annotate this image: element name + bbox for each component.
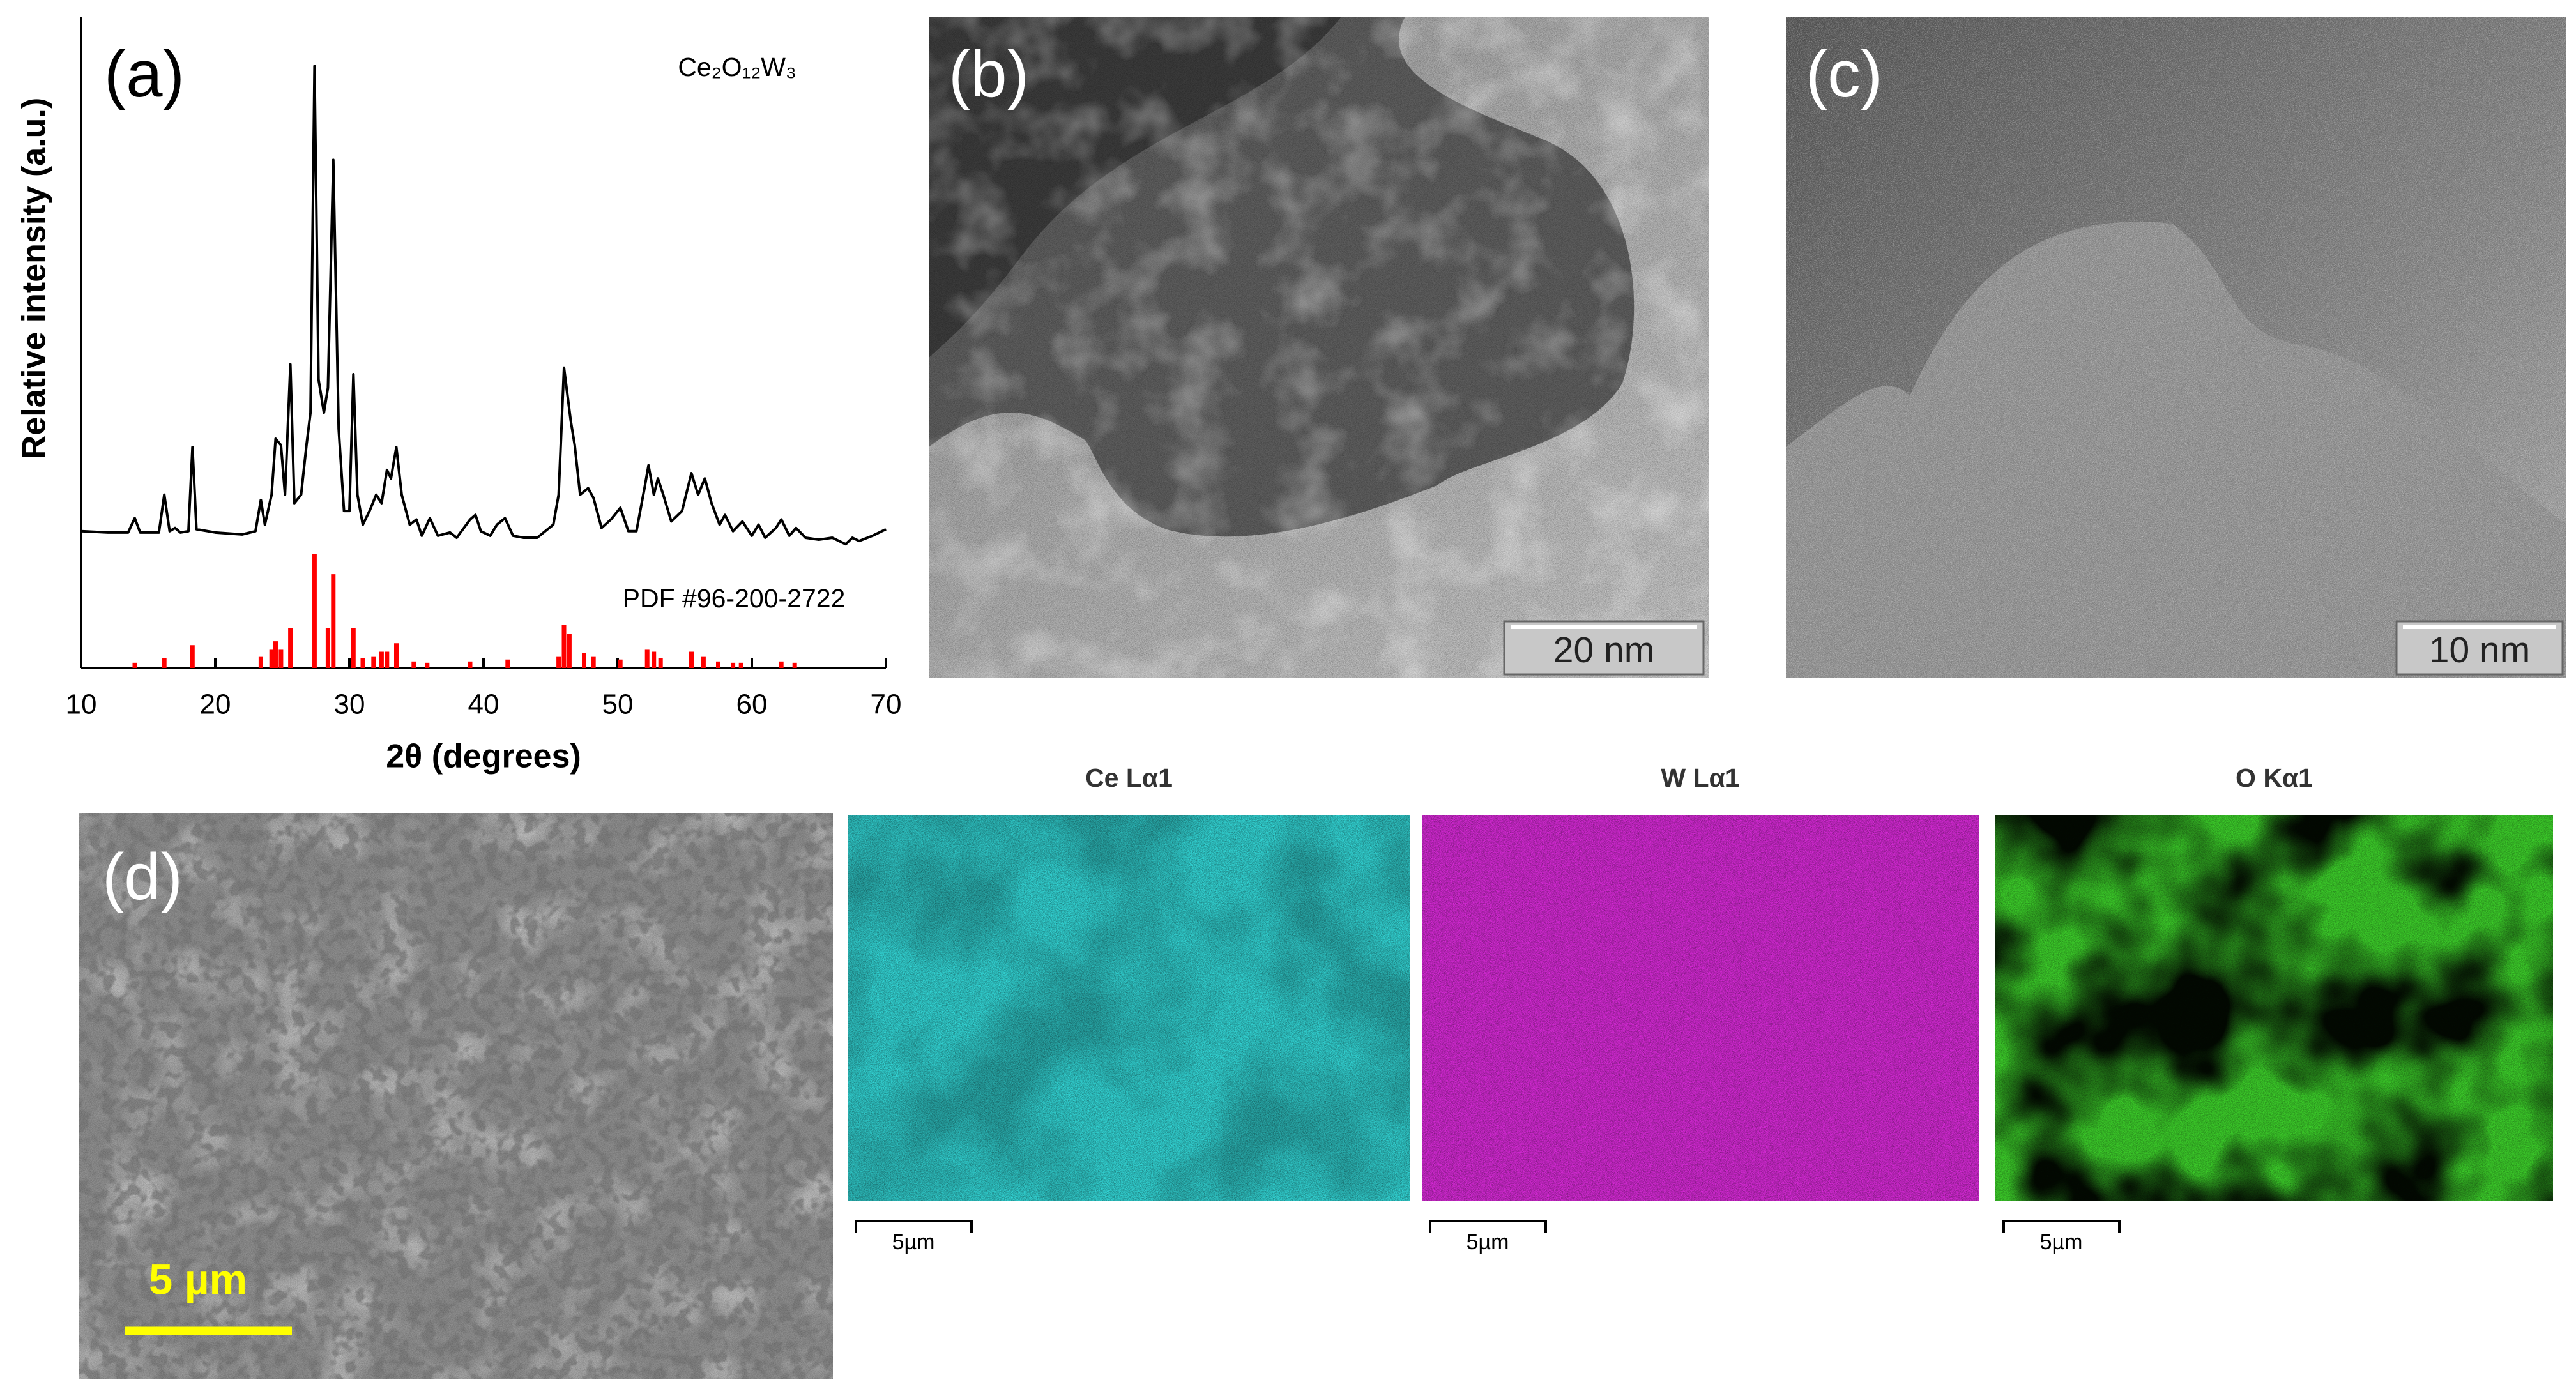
- x-axis-label: 2θ (degrees): [386, 738, 581, 775]
- panel-label: (a): [104, 37, 185, 110]
- eds-map: [848, 815, 1410, 1201]
- tem-image: [929, 17, 1709, 678]
- scale-bar-label: 5µm: [1467, 1230, 1509, 1254]
- eds-labels: Ce Lα1 5µm W Lα1 5µm O Kα1 5µm: [855, 763, 2313, 1254]
- x-tick-label: 60: [736, 689, 768, 720]
- scale-bar: [1429, 1220, 1547, 1233]
- scale-bar-label: 5µm: [2040, 1230, 2083, 1254]
- scale-bar-label: 20 nm: [1553, 630, 1654, 671]
- map-title: Ce Lα1: [1085, 763, 1173, 793]
- xrd-chart: 10 20 30 40 50 60 70 2θ (degrees) Relative inten…: [16, 17, 902, 775]
- x-tick-label: 10: [66, 689, 97, 720]
- scale-bar-label: 5µm: [892, 1230, 935, 1254]
- map-title: W Lα1: [1661, 763, 1739, 793]
- eds-map: [1995, 815, 2553, 1201]
- panel-label: (b): [949, 37, 1029, 110]
- y-axis-label: Relative intensity (a.u.): [16, 98, 53, 459]
- x-tick-label: 50: [602, 689, 634, 720]
- series-label: Ce₂O₁₂W₃: [678, 52, 796, 82]
- x-tick-label: 20: [200, 689, 231, 720]
- panel-label: (d): [102, 840, 183, 913]
- x-tick-label: 70: [871, 689, 902, 720]
- map-title: O Kα1: [2236, 763, 2313, 793]
- hrtem-image: [1786, 17, 2566, 678]
- xrd-line: [80, 65, 887, 546]
- scale-bar: [2002, 1220, 2121, 1233]
- scale-bar-label: 5 µm: [149, 1256, 247, 1304]
- series-label: PDF #96-200-2722: [623, 584, 846, 613]
- scale-bar: [855, 1220, 973, 1233]
- sem-image: [79, 813, 833, 1379]
- panel-label: (c): [1806, 37, 1882, 110]
- x-tick-label: 40: [468, 689, 499, 720]
- scale-bar-label: 10 nm: [2429, 630, 2530, 671]
- eds-map: [1422, 815, 1979, 1201]
- x-tick-label: 30: [334, 689, 365, 720]
